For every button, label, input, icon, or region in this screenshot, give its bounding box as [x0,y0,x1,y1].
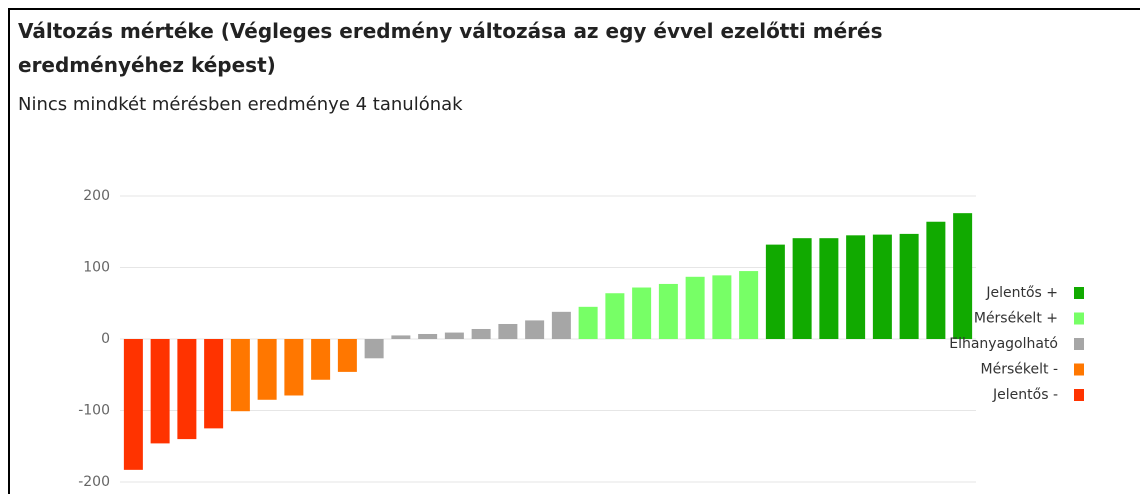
bar [444,332,464,339]
y-tick-label: 0 [101,331,110,347]
bar [551,311,571,339]
bar [872,234,892,339]
legend-label: Jelentős + [985,285,1058,301]
legend-swatch [1074,389,1084,401]
bar [765,244,785,339]
bar [311,339,331,380]
frame [8,8,1140,494]
bar [150,339,170,444]
bar [685,276,705,339]
bar [819,238,839,339]
bar [899,233,919,339]
bar [632,287,652,339]
legend-label: Mérsékelt - [981,362,1058,378]
bar [284,339,304,396]
bar [498,323,518,339]
legend-swatch [1074,363,1084,376]
bar [712,275,732,339]
legend-swatch [1074,312,1084,325]
bar [471,328,491,339]
bar [792,238,812,339]
bar [123,339,143,470]
legend-label: Elhanyagolható [949,336,1058,352]
bar [230,339,250,412]
bar [605,293,625,339]
bar [846,235,866,339]
legend-swatch [1074,287,1084,299]
bar [204,339,224,429]
chart-title: Változás mértéke (Végleges eredmény vált… [18,19,883,77]
bar [177,339,197,440]
bar [525,320,545,339]
bar [953,213,973,339]
legend-label: Jelentős - [992,387,1058,403]
bar [658,283,678,339]
bar [578,306,598,339]
bar [739,271,759,339]
legend-swatch [1074,338,1084,350]
y-tick-label: 200 [83,188,110,204]
legend-label: Mérsékelt + [974,311,1058,327]
bar [418,333,438,339]
bar [337,339,357,372]
y-tick-label: 100 [83,260,110,276]
y-tick-label: -100 [78,403,110,419]
bar [391,335,411,339]
bar [257,339,277,400]
chart-subtitle: Nincs mindkét mérésben eredménye 4 tanul… [18,94,463,115]
y-tick-label: -200 [78,474,110,486]
bar [926,221,946,339]
bar [364,339,384,359]
